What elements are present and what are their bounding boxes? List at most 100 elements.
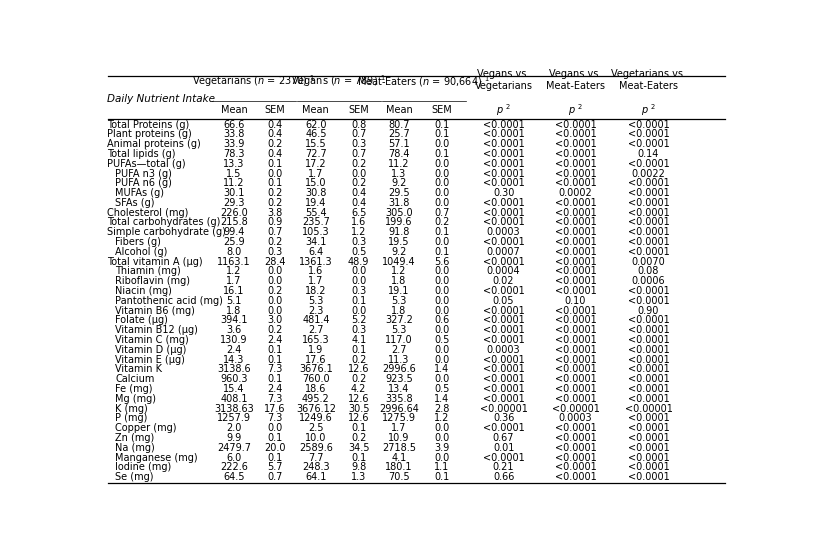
- Text: 5.3: 5.3: [391, 325, 406, 335]
- Text: 0.3: 0.3: [267, 247, 283, 257]
- Text: <0.0001: <0.0001: [628, 227, 669, 237]
- Text: 2996.64: 2996.64: [379, 403, 419, 413]
- Text: <0.0001: <0.0001: [483, 169, 524, 179]
- Text: 1.2: 1.2: [226, 267, 241, 276]
- Text: Cholesterol (mg): Cholesterol (mg): [107, 208, 188, 218]
- Text: 3.9: 3.9: [434, 443, 450, 453]
- Text: 0.02: 0.02: [493, 276, 515, 286]
- Text: 0.0: 0.0: [267, 306, 283, 316]
- Text: Na (mg): Na (mg): [115, 443, 155, 453]
- Text: <0.0001: <0.0001: [483, 335, 524, 345]
- Text: <0.0001: <0.0001: [483, 208, 524, 218]
- Text: <0.0001: <0.0001: [628, 208, 669, 218]
- Text: <0.0001: <0.0001: [554, 119, 596, 129]
- Text: Folate (μg): Folate (μg): [115, 315, 168, 325]
- Text: Zn (mg): Zn (mg): [115, 433, 154, 443]
- Text: 19.4: 19.4: [305, 198, 327, 208]
- Text: <0.0001: <0.0001: [554, 453, 596, 463]
- Text: 5.2: 5.2: [351, 315, 367, 325]
- Text: <0.0001: <0.0001: [628, 374, 669, 384]
- Text: 15.4: 15.4: [224, 384, 245, 394]
- Text: <0.0001: <0.0001: [628, 335, 669, 345]
- Text: 335.8: 335.8: [385, 394, 413, 404]
- Text: 215.8: 215.8: [220, 218, 248, 228]
- Text: 66.6: 66.6: [224, 119, 245, 129]
- Text: <0.0001: <0.0001: [628, 364, 669, 374]
- Text: Total Proteins (g): Total Proteins (g): [107, 119, 189, 129]
- Text: <0.0001: <0.0001: [554, 129, 596, 140]
- Text: 0.0: 0.0: [434, 267, 450, 276]
- Text: <0.0001: <0.0001: [628, 129, 669, 140]
- Text: 2.4: 2.4: [267, 335, 283, 345]
- Text: 0.1: 0.1: [434, 129, 450, 140]
- Text: 1.3: 1.3: [351, 472, 367, 482]
- Text: <0.0001: <0.0001: [628, 139, 669, 149]
- Text: 2996.6: 2996.6: [382, 364, 416, 374]
- Text: <0.0001: <0.0001: [483, 325, 524, 335]
- Text: <0.0001: <0.0001: [554, 364, 596, 374]
- Text: 0.0: 0.0: [434, 158, 450, 169]
- Text: 1.8: 1.8: [226, 306, 241, 316]
- Text: 0.2: 0.2: [267, 188, 283, 198]
- Text: <0.0001: <0.0001: [628, 286, 669, 296]
- Text: <0.0001: <0.0001: [628, 423, 669, 433]
- Text: 29.3: 29.3: [224, 198, 245, 208]
- Text: <0.0001: <0.0001: [628, 355, 669, 364]
- Text: 4.1: 4.1: [351, 335, 367, 345]
- Text: SFAs (g): SFAs (g): [115, 198, 155, 208]
- Text: 0.2: 0.2: [267, 139, 283, 149]
- Text: 0.0: 0.0: [434, 374, 450, 384]
- Text: 0.4: 0.4: [267, 129, 283, 140]
- Text: Mg (mg): Mg (mg): [115, 394, 156, 404]
- Text: Fibers (g): Fibers (g): [115, 237, 161, 247]
- Text: $p$ $^2$: $p$ $^2$: [641, 102, 656, 118]
- Text: 7.3: 7.3: [267, 364, 283, 374]
- Text: 12.6: 12.6: [348, 364, 369, 374]
- Text: <0.00001: <0.00001: [624, 403, 672, 413]
- Text: <0.0001: <0.0001: [628, 247, 669, 257]
- Text: 3.6: 3.6: [226, 325, 241, 335]
- Text: 0.66: 0.66: [493, 472, 515, 482]
- Text: 0.2: 0.2: [434, 218, 450, 228]
- Text: 0.0: 0.0: [434, 169, 450, 179]
- Text: 0.2: 0.2: [351, 355, 367, 364]
- Text: 0.0002: 0.0002: [559, 188, 593, 198]
- Text: <0.0001: <0.0001: [554, 198, 596, 208]
- Text: 10.0: 10.0: [305, 433, 327, 443]
- Text: 0.67: 0.67: [493, 433, 515, 443]
- Text: 0.0: 0.0: [434, 179, 450, 188]
- Text: 0.7: 0.7: [267, 227, 283, 237]
- Text: 408.1: 408.1: [220, 394, 248, 404]
- Text: <0.0001: <0.0001: [483, 149, 524, 159]
- Text: 117.0: 117.0: [385, 335, 413, 345]
- Text: 3676.12: 3676.12: [296, 403, 336, 413]
- Text: Alcohol (g): Alcohol (g): [115, 247, 167, 257]
- Text: 3.8: 3.8: [267, 208, 283, 218]
- Text: <0.0001: <0.0001: [554, 179, 596, 188]
- Text: 3.0: 3.0: [267, 315, 283, 325]
- Text: 46.5: 46.5: [305, 129, 327, 140]
- Text: 0.0: 0.0: [267, 169, 283, 179]
- Text: <0.0001: <0.0001: [483, 129, 524, 140]
- Text: 1.8: 1.8: [391, 276, 406, 286]
- Text: 1.4: 1.4: [434, 364, 450, 374]
- Text: 70.5: 70.5: [389, 472, 410, 482]
- Text: 13.3: 13.3: [224, 158, 245, 169]
- Text: 0.1: 0.1: [267, 453, 283, 463]
- Text: Pantothenic acid (mg): Pantothenic acid (mg): [115, 296, 224, 306]
- Text: <0.0001: <0.0001: [554, 433, 596, 443]
- Text: Vitamin B12 (μg): Vitamin B12 (μg): [115, 325, 198, 335]
- Text: 0.1: 0.1: [267, 355, 283, 364]
- Text: 235.7: 235.7: [302, 218, 330, 228]
- Text: 0.0: 0.0: [434, 237, 450, 247]
- Text: 33.8: 33.8: [224, 129, 245, 140]
- Text: <0.0001: <0.0001: [483, 423, 524, 433]
- Text: 0.2: 0.2: [267, 198, 283, 208]
- Text: <0.0001: <0.0001: [554, 276, 596, 286]
- Text: 1.9: 1.9: [308, 345, 324, 355]
- Text: 0.05: 0.05: [493, 296, 515, 306]
- Text: 0.14: 0.14: [638, 149, 659, 159]
- Text: 0.1: 0.1: [351, 296, 367, 306]
- Text: 1.2: 1.2: [391, 267, 406, 276]
- Text: 105.3: 105.3: [302, 227, 329, 237]
